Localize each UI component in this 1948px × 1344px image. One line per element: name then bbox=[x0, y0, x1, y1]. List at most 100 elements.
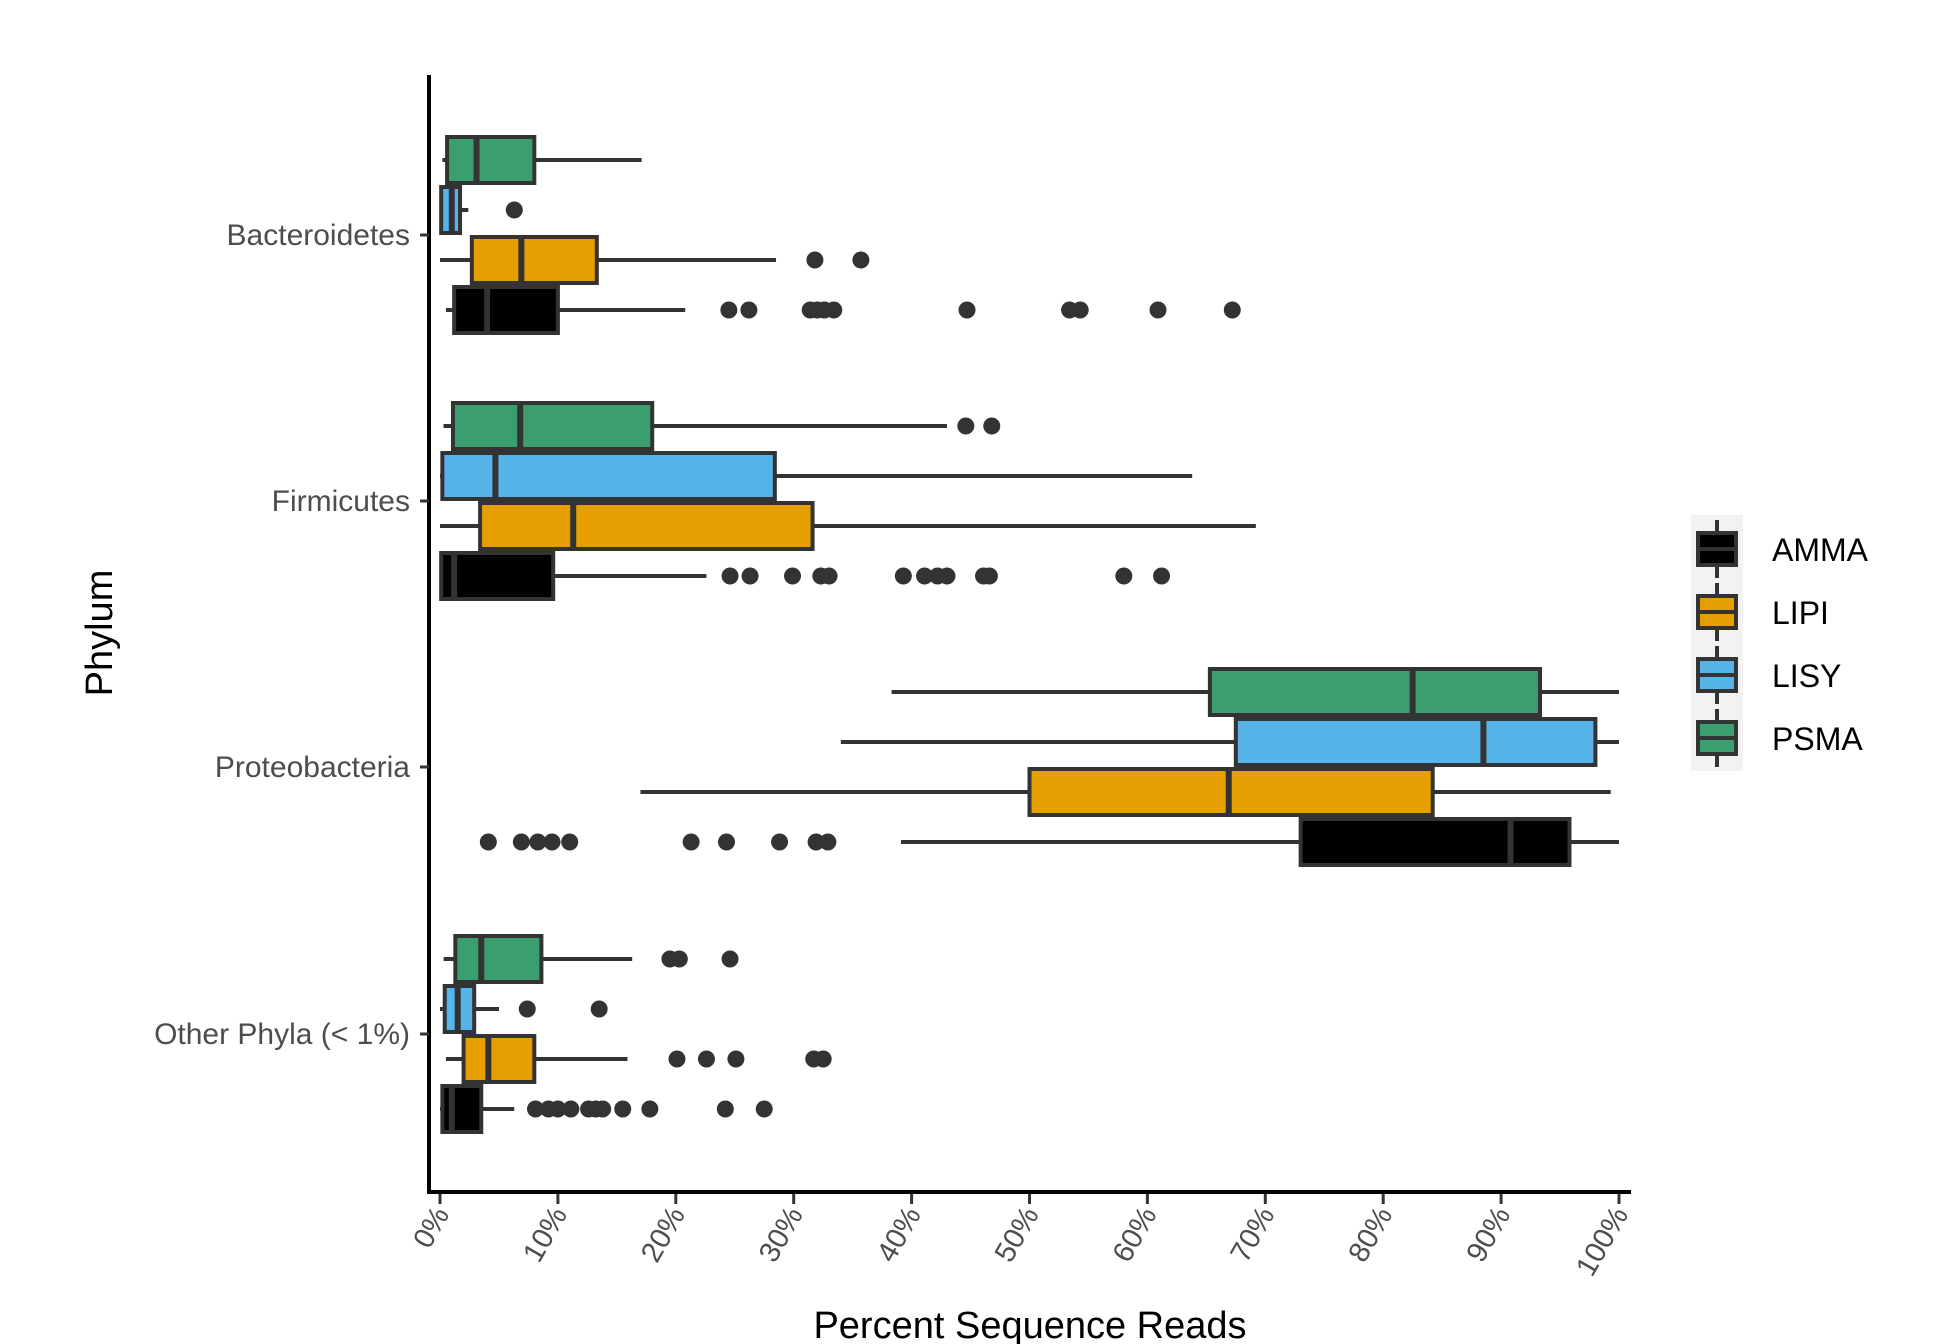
iqr-box bbox=[1298, 817, 1572, 867]
iqr-box bbox=[440, 1084, 484, 1134]
x-tick-label: 70% bbox=[1225, 1202, 1282, 1268]
outlier-point bbox=[771, 833, 789, 851]
outlier-point bbox=[668, 1050, 686, 1068]
x-axis-ticks: 0% 10% 20% 30% 40% 50% 60% 70% 80% 90% 100% bbox=[407, 1194, 1635, 1282]
legend-label: LISY bbox=[1772, 658, 1841, 694]
outlier-point bbox=[1149, 301, 1167, 319]
outlier-point bbox=[505, 201, 523, 219]
iqr-box bbox=[440, 451, 777, 501]
box-amma-proteobacteria bbox=[479, 817, 1619, 867]
legend-item-psma: PSMA bbox=[1696, 709, 1863, 767]
x-tick-label: 0% bbox=[407, 1202, 456, 1254]
x-tick-label: 20% bbox=[635, 1202, 692, 1268]
outlier-point bbox=[720, 301, 738, 319]
x-tick-label: 50% bbox=[989, 1202, 1046, 1268]
iqr-box bbox=[478, 501, 815, 551]
iqr-box bbox=[453, 934, 544, 984]
legend-label: PSMA bbox=[1772, 721, 1863, 757]
y-tick-label: Bacteroidetes bbox=[227, 219, 410, 252]
outlier-point bbox=[852, 251, 870, 269]
box-lisy-proteobacteria bbox=[840, 717, 1619, 767]
outlier-point bbox=[590, 1000, 608, 1018]
iqr-box bbox=[461, 1034, 537, 1084]
outlier-point bbox=[721, 950, 739, 968]
outlier-point bbox=[549, 1100, 567, 1118]
outlier-point bbox=[543, 833, 561, 851]
outlier-point bbox=[682, 833, 700, 851]
y-tick-label: Proteobacteria bbox=[215, 751, 410, 784]
outlier-point bbox=[740, 301, 758, 319]
outlier-point bbox=[820, 567, 838, 585]
iqr-box bbox=[469, 235, 599, 285]
outlier-point bbox=[1153, 567, 1171, 585]
y-axis-title: Phylum bbox=[79, 570, 121, 697]
y-tick-label: Other Phyla (< 1%) bbox=[154, 1018, 410, 1051]
box-amma-bacteroidetes bbox=[445, 285, 1241, 335]
outlier-point bbox=[807, 833, 825, 851]
outlier-point bbox=[670, 950, 688, 968]
outlier-point bbox=[980, 567, 998, 585]
outlier-point bbox=[512, 833, 530, 851]
outlier-point bbox=[755, 1100, 773, 1118]
outlier-point bbox=[983, 417, 1001, 435]
box-psma-proteobacteria bbox=[891, 667, 1619, 717]
outlier-point bbox=[741, 567, 759, 585]
iqr-box bbox=[452, 285, 560, 335]
box-psma-other-phyla bbox=[443, 934, 739, 984]
outlier-point bbox=[806, 251, 824, 269]
outlier-point bbox=[529, 833, 547, 851]
y-axis-ticks: Bacteroidetes Firmicutes Proteobacteria Oth… bbox=[154, 219, 429, 1051]
outlier-point bbox=[526, 1100, 544, 1118]
outlier-point bbox=[825, 301, 843, 319]
iqr-box bbox=[1207, 667, 1543, 717]
outlier-point bbox=[697, 1050, 715, 1068]
outlier-point bbox=[716, 1100, 734, 1118]
outlier-point bbox=[894, 567, 912, 585]
outlier-point bbox=[727, 1050, 745, 1068]
outlier-point bbox=[594, 1100, 612, 1118]
box-lipi-bacteroidetes bbox=[440, 235, 870, 285]
outlier-point bbox=[1115, 567, 1133, 585]
outlier-point bbox=[1223, 301, 1241, 319]
iqr-box bbox=[439, 551, 556, 601]
outlier-point bbox=[819, 833, 837, 851]
legend-item-lipi: LIPI bbox=[1696, 583, 1829, 641]
box-psma-firmicutes bbox=[443, 401, 1001, 451]
x-tick-label: 90% bbox=[1460, 1202, 1517, 1268]
x-tick-label: 60% bbox=[1107, 1202, 1164, 1268]
outlier-point bbox=[518, 1000, 536, 1018]
iqr-box bbox=[1233, 717, 1598, 767]
box-lisy-firmicutes bbox=[440, 451, 1193, 501]
box-lisy-other-phyla bbox=[440, 984, 608, 1034]
legend-label: AMMA bbox=[1772, 532, 1869, 568]
box-lipi-firmicutes bbox=[440, 501, 1256, 551]
legend: AMMA LIPI LISY PSMA bbox=[1691, 515, 1869, 771]
outlier-point bbox=[562, 1100, 580, 1118]
legend-label: LIPI bbox=[1772, 595, 1829, 631]
outlier-point bbox=[1071, 301, 1089, 319]
x-axis-title: Percent Sequence Reads bbox=[813, 1305, 1246, 1344]
y-tick-label: Firmicutes bbox=[272, 485, 410, 518]
outlier-point bbox=[958, 301, 976, 319]
x-tick-label: 30% bbox=[753, 1202, 810, 1268]
outlier-point bbox=[814, 1050, 832, 1068]
outlier-point bbox=[721, 567, 739, 585]
box-lipi-other-phyla bbox=[445, 1034, 832, 1084]
outlier-point bbox=[938, 567, 956, 585]
x-tick-label: 10% bbox=[517, 1202, 574, 1268]
x-tick-label: 40% bbox=[871, 1202, 928, 1268]
outlier-point bbox=[916, 567, 934, 585]
box-lisy-bacteroidetes bbox=[439, 185, 523, 235]
iqr-box bbox=[450, 401, 655, 451]
box-lipi-proteobacteria bbox=[640, 767, 1611, 817]
iqr-box bbox=[445, 135, 537, 185]
legend-item-lisy: LISY bbox=[1696, 646, 1841, 704]
plot-marks bbox=[439, 135, 1619, 1134]
x-tick-label: 80% bbox=[1343, 1202, 1400, 1268]
box-psma-bacteroidetes bbox=[442, 135, 642, 185]
legend-item-amma: AMMA bbox=[1696, 520, 1869, 578]
x-tick-label: 100% bbox=[1570, 1202, 1635, 1282]
outlier-point bbox=[479, 833, 497, 851]
outlier-point bbox=[717, 833, 735, 851]
box-amma-firmicutes bbox=[439, 551, 1171, 601]
